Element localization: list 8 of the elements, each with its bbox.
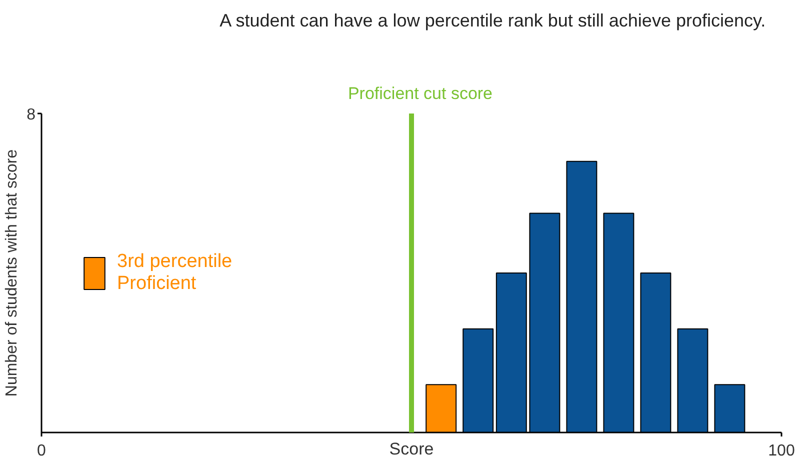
x-tick-label: 0 xyxy=(37,442,46,460)
y-tick-label: 8 xyxy=(26,106,36,124)
x-tick-label: 100 xyxy=(768,442,795,460)
x-axis-title: Score xyxy=(389,440,434,458)
ref-line-label: Proficient cut score xyxy=(348,84,493,103)
y-axis-title: Number of students with that score xyxy=(4,149,21,397)
chart-title: A student can have a low percentile rank but still achieve proficiency. xyxy=(220,10,766,30)
legend-label: 3rd percentile Proficient xyxy=(117,250,232,294)
